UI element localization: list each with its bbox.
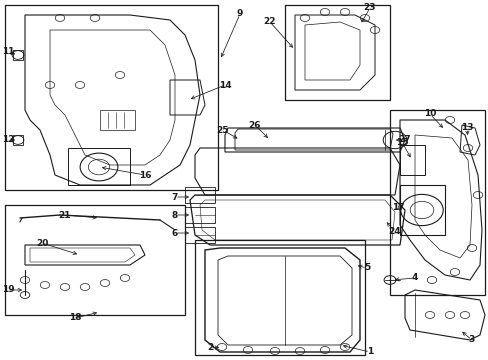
Text: 26: 26 [248,121,261,130]
Text: 3: 3 [468,336,474,345]
Bar [389,110,484,295]
Bar [195,240,364,355]
Bar [285,5,389,100]
Text: 13: 13 [460,123,472,132]
Text: 11: 11 [2,48,14,57]
Bar [184,227,215,243]
Text: 14: 14 [218,81,231,90]
Text: 12: 12 [2,135,14,144]
Text: 8: 8 [171,211,178,220]
Text: 19: 19 [1,285,14,294]
Bar [184,187,215,203]
Text: 21: 21 [59,211,71,220]
Bar [399,185,444,235]
Bar [68,148,130,185]
Text: 22: 22 [263,18,276,27]
Text: 7: 7 [171,193,178,202]
Text: 18: 18 [69,314,81,323]
Text: 2: 2 [206,343,213,352]
Text: 23: 23 [363,4,375,13]
Text: 9: 9 [236,9,243,18]
Text: 20: 20 [36,238,48,248]
Text: 16: 16 [139,171,151,180]
Text: 15: 15 [395,138,407,147]
Text: 1: 1 [366,347,372,356]
Text: 6: 6 [171,229,178,238]
Text: 25: 25 [216,126,229,135]
Bar [184,207,215,223]
Text: 4: 4 [411,274,417,283]
Text: 27: 27 [398,135,410,144]
Text: 24: 24 [388,228,401,237]
Text: 17: 17 [391,203,404,212]
Text: 5: 5 [363,264,369,273]
Bar [5,205,184,315]
Bar [5,5,218,190]
Text: 10: 10 [423,109,435,118]
Bar [399,145,424,175]
